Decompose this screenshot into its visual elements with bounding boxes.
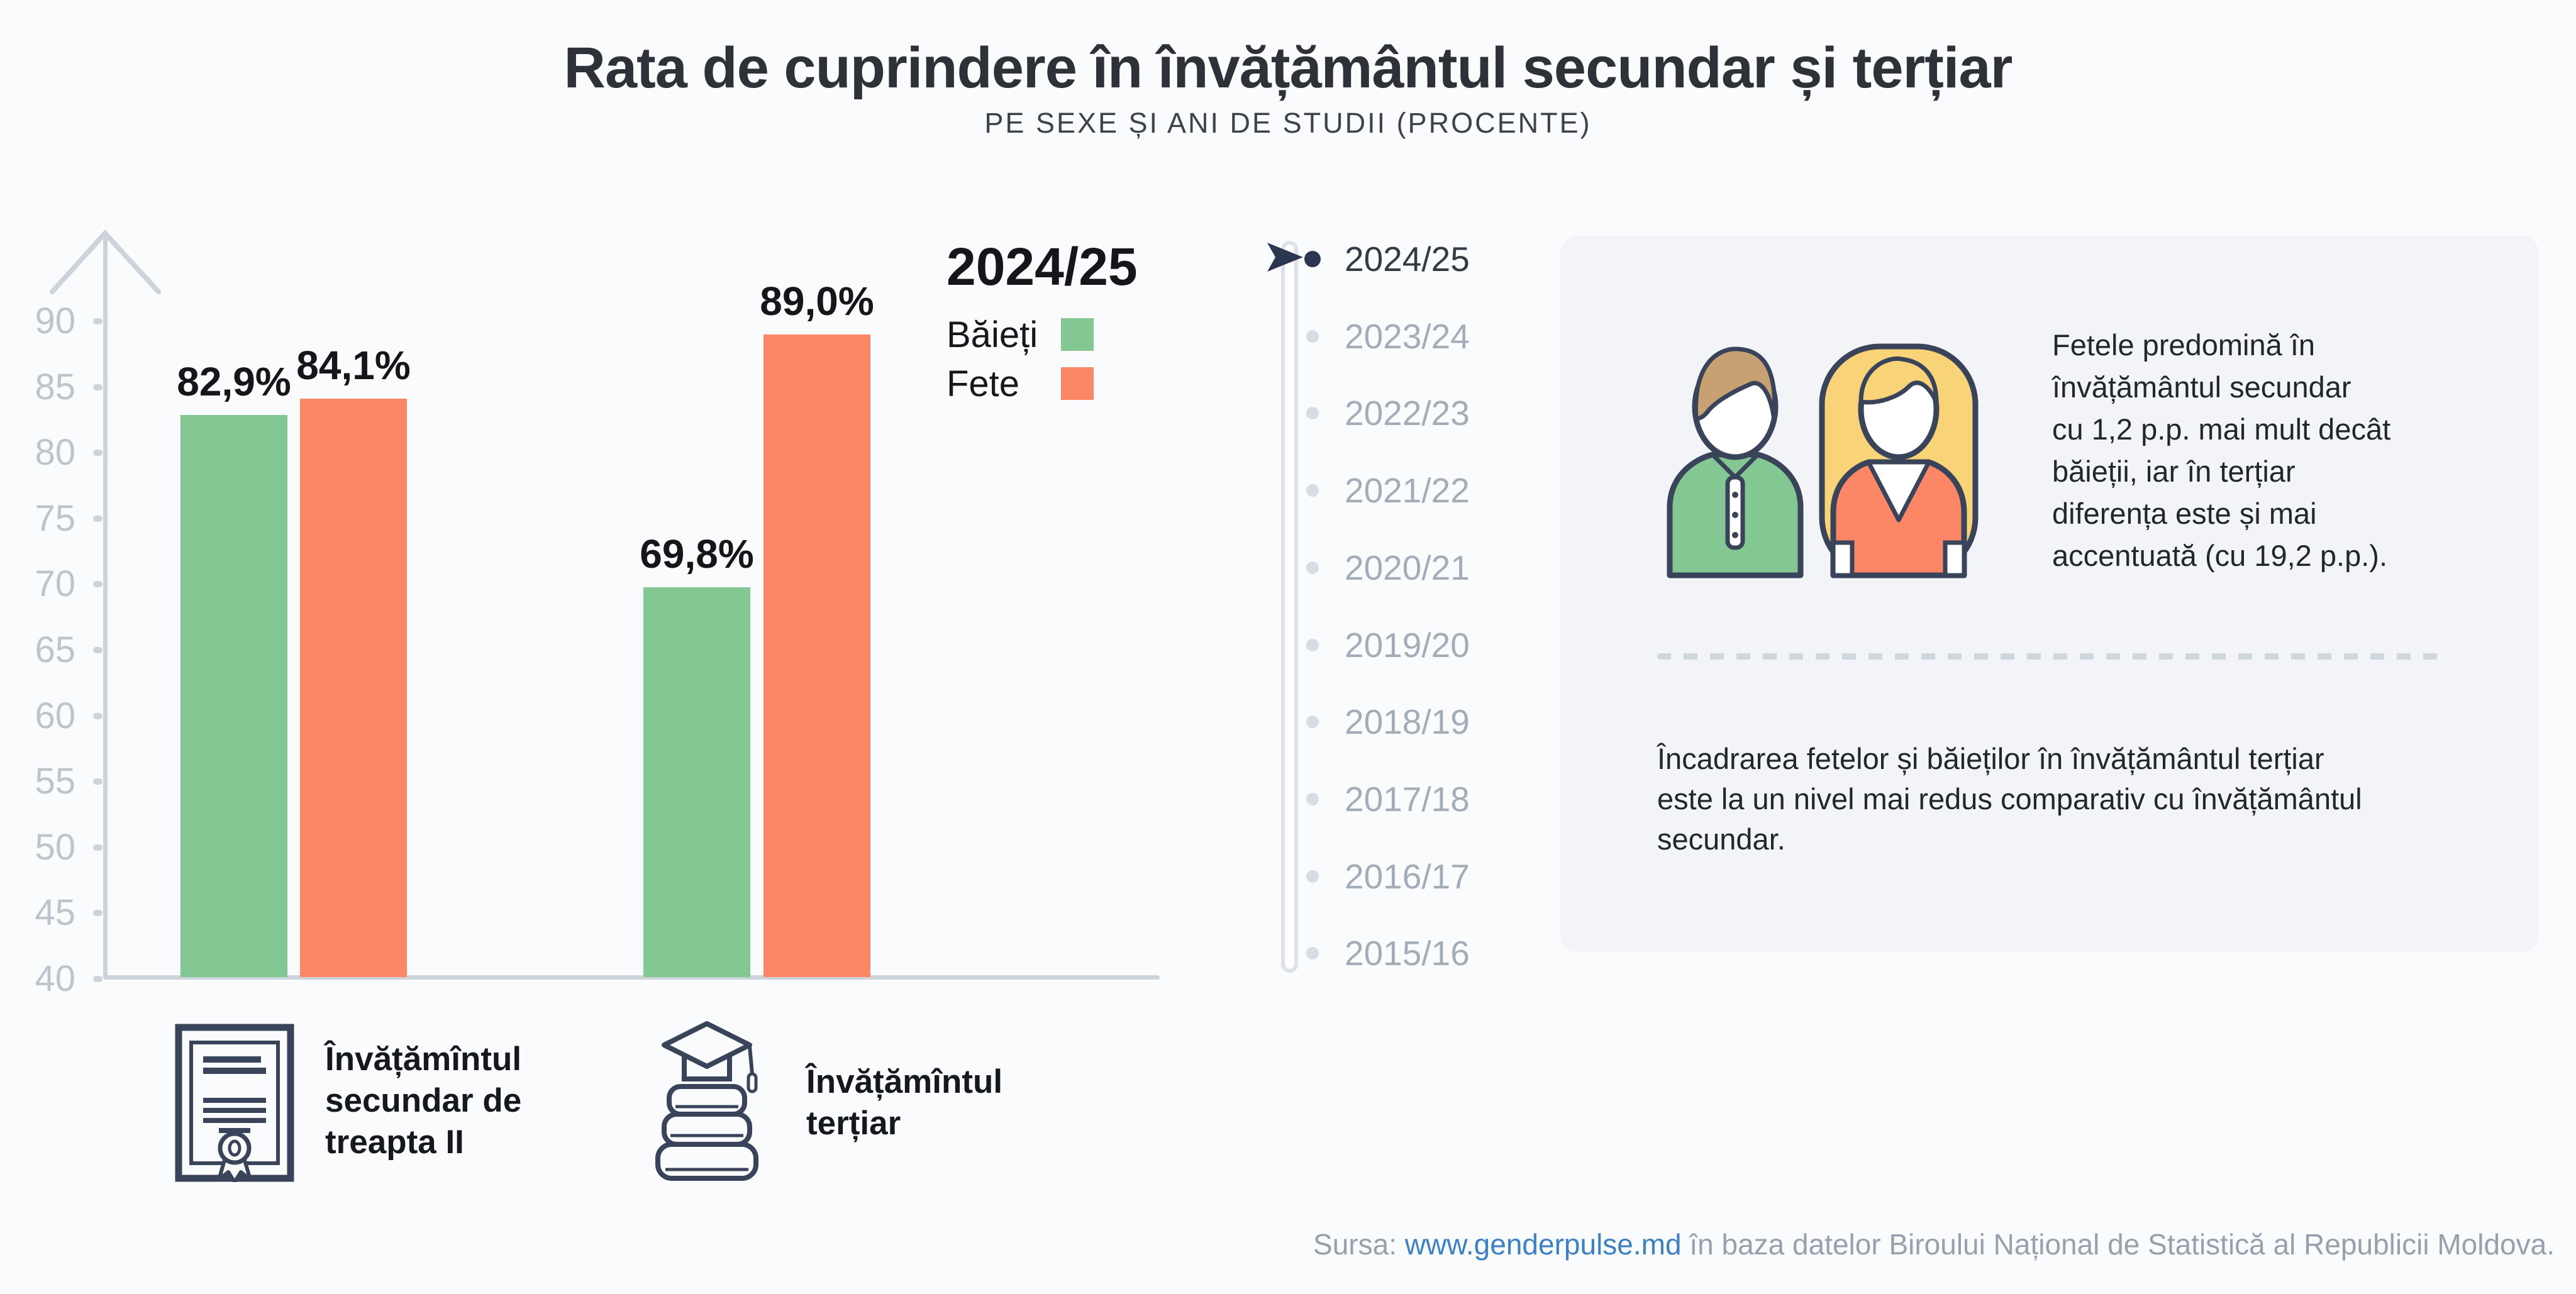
tick-mark	[93, 910, 103, 917]
dashed-divider	[1657, 653, 2440, 660]
source-prefix: Sursa:	[1313, 1228, 1405, 1261]
insight-text-2: Încadrarea fetelor și băieților în învăț…	[1657, 742, 2362, 856]
category-label-secondary: Învățămîntul secundar de treapta II	[325, 1041, 522, 1161]
boy-and-girl-icon	[1667, 343, 1979, 578]
timeline-dot	[1306, 484, 1319, 497]
boy-icon	[1667, 346, 1804, 578]
tick-mark	[93, 647, 103, 653]
books-graduation-cap-icon	[655, 1021, 758, 1181]
timeline-year-2019-20[interactable]: 2019/20	[1298, 622, 1470, 668]
page-subtitle: PE SEXE ȘI ANI DE STUDII (PROCENTE)	[984, 107, 1592, 139]
timeline-dot	[1306, 870, 1319, 883]
source-suffix: în baza datelor Biroului Național de Sta…	[1681, 1228, 2555, 1261]
timeline-year-2017-18[interactable]: 2017/18	[1298, 777, 1470, 822]
timeline-dot	[1306, 638, 1319, 651]
y-tick: 85	[0, 367, 107, 407]
tick-mark	[93, 384, 103, 390]
y-tick: 70	[0, 564, 107, 604]
x-axis-line	[103, 975, 1160, 980]
timeline-year-2022-23[interactable]: 2022/23	[1298, 390, 1470, 436]
y-tick: 75	[0, 498, 107, 539]
certificate-icon	[175, 1024, 294, 1182]
bar-tertiary-boys[interactable]	[643, 587, 750, 977]
bar-secondary-girls[interactable]	[300, 399, 407, 977]
tick-mark	[93, 844, 103, 851]
timeline-year-2023-24[interactable]: 2023/24	[1298, 314, 1470, 359]
source-line: Sursa: www.genderpulse.md în baza datelo…	[1313, 1227, 2555, 1261]
tick-mark	[93, 712, 103, 719]
timeline-track	[1281, 241, 1298, 973]
y-tick: 55	[0, 761, 107, 802]
bar-tertiary-girls[interactable]	[763, 334, 870, 977]
tick-mark	[93, 515, 103, 522]
y-tick: 65	[0, 630, 107, 670]
y-tick: 80	[0, 433, 107, 473]
timeline-year-2020-21[interactable]: 2020/21	[1298, 545, 1470, 590]
insight-text-1: Fetele predomină în învățământul secunda…	[2052, 328, 2391, 572]
timeline-dot	[1306, 716, 1319, 729]
y-tick: 90	[0, 301, 107, 341]
tick-mark	[93, 778, 103, 785]
y-axis-line	[103, 234, 108, 979]
legend: 2024/25 Băieți Fete	[947, 237, 1138, 404]
timeline-year-2018-19[interactable]: 2018/19	[1298, 699, 1470, 744]
timeline-dot	[1306, 561, 1319, 574]
y-tick: 40	[0, 959, 107, 999]
category-label-tertiary: Învățămîntul terțiar	[806, 1063, 1003, 1142]
timeline-pointer-icon	[1267, 243, 1303, 272]
bar-secondary-boys[interactable]	[180, 414, 287, 977]
bar-value-label: 89,0%	[760, 278, 874, 324]
timeline-dot	[1306, 329, 1319, 343]
tick-mark	[93, 581, 103, 588]
y-tick: 60	[0, 695, 107, 736]
tick-mark	[93, 450, 103, 456]
page-title: Rata de cuprindere în învățământul secun…	[564, 36, 2013, 100]
bar-value-label: 82,9%	[177, 358, 291, 404]
bar-value-label: 84,1%	[296, 343, 411, 389]
timeline-dot	[1306, 947, 1319, 960]
tick-mark	[93, 976, 103, 982]
timeline-year-2015-16[interactable]: 2015/16	[1298, 931, 1470, 976]
y-axis-arrow-icon	[50, 229, 161, 294]
info-panel: Fetele predomină în învățământul secunda…	[1560, 236, 2539, 953]
legend-item-boys: Băieți	[947, 314, 1094, 355]
y-tick: 45	[0, 893, 107, 933]
tick-mark	[93, 318, 103, 324]
girls-color-chip	[1061, 367, 1094, 400]
girl-icon	[1819, 343, 1979, 578]
bar-value-label: 69,8%	[640, 531, 754, 577]
timeline-dot	[1304, 251, 1321, 267]
y-tick: 50	[0, 827, 107, 868]
legend-item-girls: Fete	[947, 363, 1094, 404]
timeline-year-2024-25[interactable]: 2024/25	[1298, 236, 1470, 282]
timeline-dot	[1306, 792, 1319, 805]
timeline-year-2021-22[interactable]: 2021/22	[1298, 468, 1470, 513]
legend-title: 2024/25	[947, 237, 1138, 296]
source-link[interactable]: www.genderpulse.md	[1404, 1228, 1682, 1261]
timeline-dot	[1306, 407, 1319, 420]
boys-color-chip	[1061, 318, 1094, 351]
timeline-year-2016-17[interactable]: 2016/17	[1298, 854, 1470, 899]
